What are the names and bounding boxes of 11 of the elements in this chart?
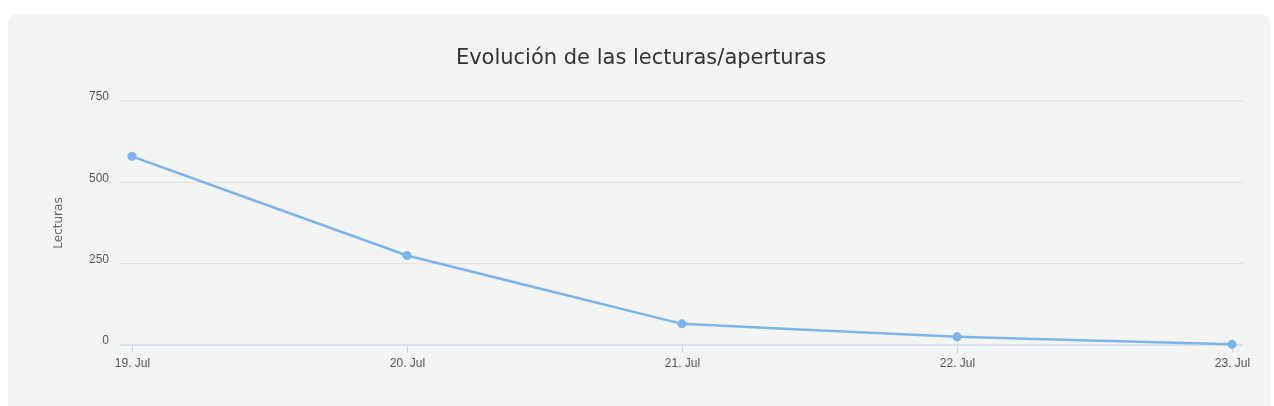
x-tick-label: 21. Jul xyxy=(664,355,701,370)
y-tick-label: 0 xyxy=(102,333,110,348)
x-tick-label: 22. Jul xyxy=(939,355,976,370)
y-tick-label: 500 xyxy=(88,170,110,185)
chart-title: Evolución de las lecturas/aperturas xyxy=(455,45,827,69)
x-tick-label: 20. Jul xyxy=(389,355,426,370)
y-axis-title: Lecturas xyxy=(51,197,65,249)
y-tick-label: 750 xyxy=(88,89,110,104)
y-tick-label: 250 xyxy=(88,251,110,266)
x-tick-label: 23. Jul xyxy=(1214,355,1251,370)
x-tick-label: 19. Jul xyxy=(114,355,151,370)
